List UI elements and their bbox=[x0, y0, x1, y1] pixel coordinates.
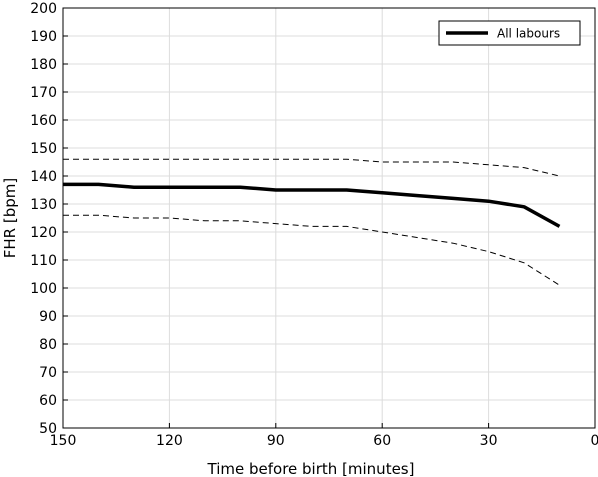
x-axis-title: Time before birth [minutes] bbox=[207, 460, 415, 477]
y-tick-label: 160 bbox=[30, 113, 57, 129]
y-tick-label: 100 bbox=[30, 281, 57, 297]
y-tick-label: 80 bbox=[39, 337, 57, 353]
x-tick-label: 60 bbox=[373, 433, 391, 449]
x-tick-label: 30 bbox=[480, 433, 498, 449]
plot-area bbox=[63, 8, 595, 428]
plot-frame bbox=[62, 7, 596, 429]
y-axis-title: FHR [bpm] bbox=[1, 178, 19, 258]
x-tick-label: 90 bbox=[267, 433, 285, 449]
y-tick-label: 90 bbox=[39, 309, 57, 325]
lower-dashed-line bbox=[63, 214, 560, 286]
x-tick-label: 0 bbox=[591, 433, 598, 449]
y-tick-label: 130 bbox=[30, 197, 57, 213]
y-tick-label: 50 bbox=[39, 421, 57, 437]
upper-dashed-line bbox=[63, 158, 560, 177]
y-tick-label: 120 bbox=[30, 225, 57, 241]
x-tick-label: 120 bbox=[156, 433, 183, 449]
y-tick-label: 200 bbox=[30, 1, 57, 17]
all-labours-line bbox=[63, 182, 561, 228]
y-tick-label: 70 bbox=[39, 365, 57, 381]
y-tick-label: 110 bbox=[30, 253, 57, 269]
tick-marks bbox=[62, 7, 596, 429]
y-tick-label: 190 bbox=[30, 29, 57, 45]
series-layer bbox=[63, 158, 561, 286]
y-tick-label: 180 bbox=[30, 57, 57, 73]
tick-labels: 150 120 90 60 30 0 50 60 70 80 90 100 110 120 130 140 15… bbox=[30, 1, 598, 449]
x-tick-label: 150 bbox=[50, 433, 77, 449]
y-tick-label: 170 bbox=[30, 85, 57, 101]
legend-label: All labours bbox=[497, 27, 560, 41]
y-tick-label: 150 bbox=[30, 141, 57, 157]
y-tick-label: 60 bbox=[39, 393, 57, 409]
y-tick-label: 140 bbox=[30, 169, 57, 185]
legend: All labours bbox=[438, 20, 581, 46]
